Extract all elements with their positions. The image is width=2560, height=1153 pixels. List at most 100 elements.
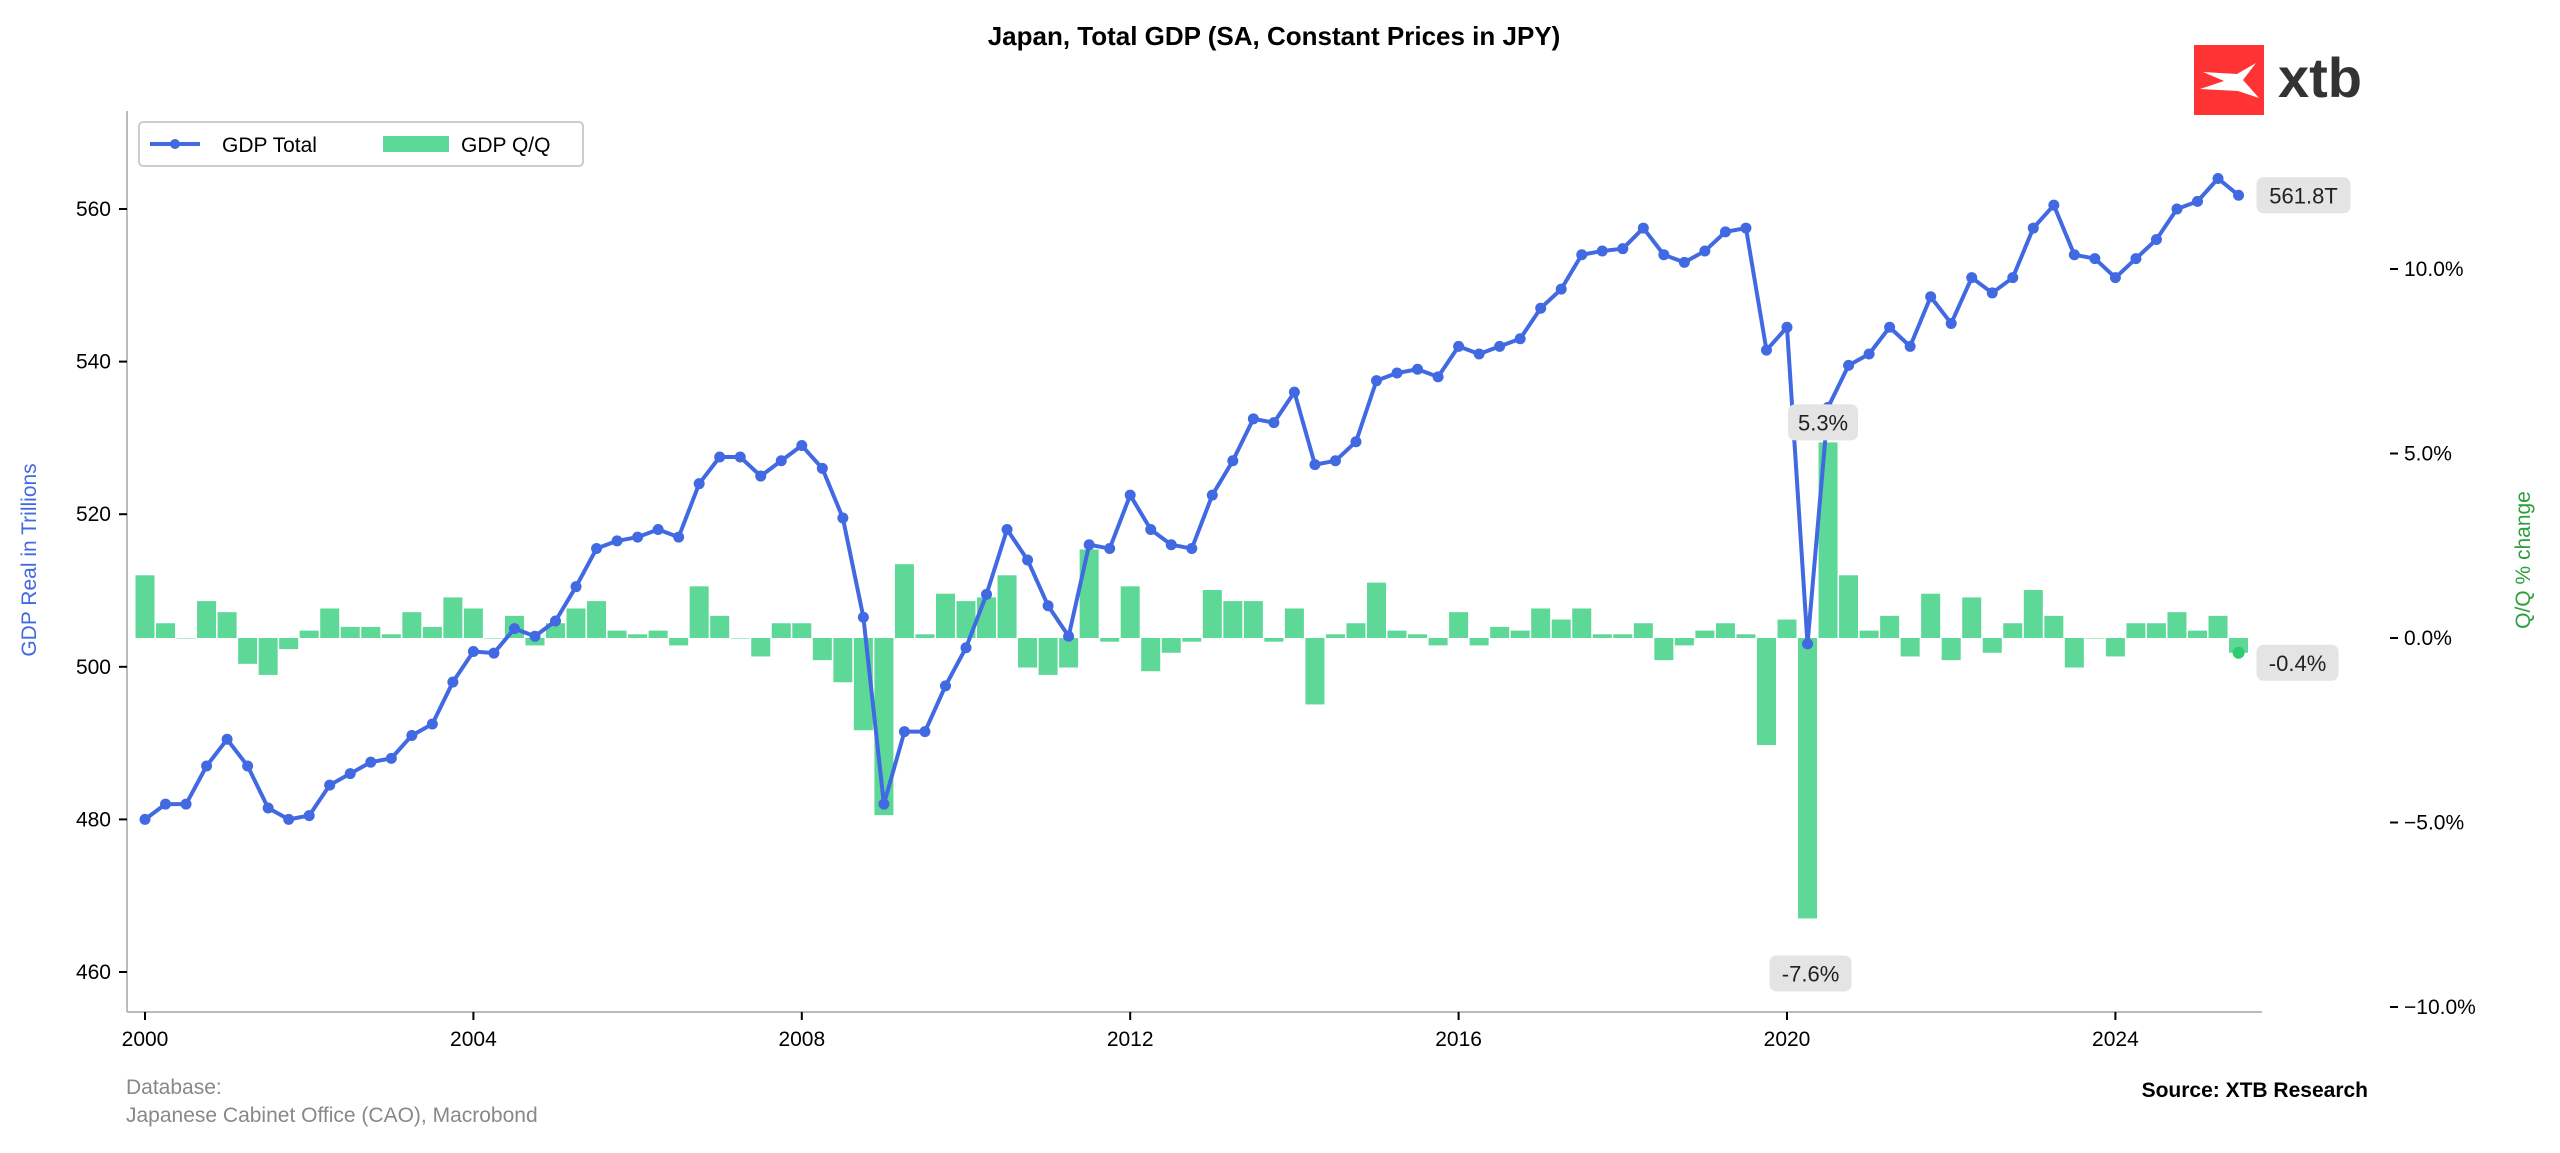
qoq-bar (1100, 638, 1120, 642)
qoq-bar (812, 638, 832, 661)
qoq-bar (238, 638, 258, 664)
qoq-bar (1367, 582, 1386, 638)
gdp-point (1945, 317, 1957, 329)
qoq-bar (1736, 634, 1756, 638)
qoq-bar (402, 612, 422, 638)
gdp-point (1904, 340, 1916, 352)
gdp-point (1329, 455, 1341, 467)
qoq-bar (1428, 638, 1448, 646)
qoq-bar (997, 575, 1017, 638)
gdp-point (2109, 272, 2121, 284)
qoq-bar (217, 612, 237, 638)
gdp-point (837, 512, 849, 524)
gdp-point (1412, 363, 1424, 375)
qoq-bar (1182, 638, 1202, 642)
qoq-bar (1715, 623, 1735, 638)
qoq-bar (1264, 638, 1284, 642)
gdp-point (180, 798, 192, 810)
gdp-point (611, 535, 623, 547)
qoq-bar (1798, 638, 1818, 919)
qoq-bar (935, 593, 955, 638)
qoq-bar (2044, 615, 2064, 638)
left-tick-label: 500 (76, 656, 111, 679)
qoq-bar (2126, 623, 2146, 638)
gdp-point (2068, 249, 2080, 261)
qoq-bar (751, 638, 771, 657)
legend-label-gdp-qoq: GDP Q/Q (461, 134, 550, 157)
qoq-bar (320, 608, 340, 638)
qoq-bar (2023, 590, 2043, 638)
qoq-bar (1223, 601, 1243, 638)
gdp-point (344, 768, 356, 780)
qoq-bar (956, 601, 976, 638)
peak-qoq-label-box (1788, 404, 1859, 441)
gdp-point (1658, 249, 1670, 261)
qoq-bar (1900, 638, 1920, 657)
qoq-bar (1469, 638, 1489, 646)
qoq-bar (628, 634, 648, 638)
qoq-bar (1018, 638, 1038, 668)
gdp-point (1042, 600, 1054, 612)
qoq-bar (1982, 638, 2002, 653)
gdp-point (1371, 375, 1382, 387)
qoq-bar (1859, 630, 1879, 638)
gdp-point (2192, 195, 2203, 207)
qoq-bar (1079, 549, 1099, 638)
qoq-bar (1592, 634, 1612, 638)
gdp-point (734, 451, 746, 463)
gdp-point (1227, 455, 1239, 467)
gdp-point (262, 802, 274, 814)
qoq-bar (1510, 630, 1530, 638)
last-qoq-label: -0.4% (2269, 651, 2326, 676)
qoq-bar (792, 623, 812, 638)
qoq-bar (1243, 601, 1263, 638)
gdp-point (1596, 245, 1608, 257)
gdp-point (2130, 253, 2142, 265)
qoq-bar (2085, 638, 2105, 639)
gdp-point (919, 726, 931, 738)
gdp-point (1206, 489, 1218, 501)
gdp-point (1925, 291, 1937, 303)
qoq-bar (1551, 619, 1571, 638)
gdp-point (796, 440, 808, 452)
qoq-bar (607, 630, 627, 638)
gdp-point (816, 462, 828, 474)
legend-bar-swatch (383, 136, 449, 152)
gdp-point (365, 756, 377, 768)
qoq-bar (1408, 634, 1428, 638)
qoq-bar (381, 634, 401, 638)
qoq-bar (2229, 638, 2249, 653)
qoq-bar (1449, 612, 1469, 638)
gdp-point (1453, 340, 1465, 352)
gdp-point (673, 531, 685, 543)
legend-label-gdp-total: GDP Total (222, 134, 317, 157)
qoq-bar (1572, 608, 1592, 638)
gdp-point (1391, 367, 1403, 379)
qoq-bar (1695, 630, 1715, 638)
x-tick-label: 2000 (122, 1028, 169, 1051)
right-tick-label: 0.0% (2404, 627, 2452, 650)
gdp-point (939, 680, 951, 692)
gdp-point (981, 588, 993, 600)
qoq-last-point (2232, 646, 2245, 659)
gdp-total-line (143, 176, 2240, 822)
source-credit: Source: XTB Research (2142, 1079, 2368, 1102)
axes: 460 480 500 520 540 560 2000 2004 2008 2012 2016 20… (76, 111, 2476, 1051)
logo-text: xtb (2278, 46, 2362, 109)
gdp-point (1432, 371, 1444, 383)
qoq-bar (1839, 575, 1859, 638)
trough-qoq-label-box (1769, 955, 1852, 992)
gdp-point (1268, 417, 1280, 429)
qoq-bar (1633, 623, 1653, 638)
gdp-point (632, 531, 644, 543)
qoq-bar (484, 638, 504, 639)
gdp-point (1678, 256, 1690, 268)
gdp-point (283, 813, 295, 825)
qoq-bar (279, 638, 299, 650)
gdp-point (1760, 344, 1772, 356)
chart-title: Japan, Total GDP (SA, Constant Prices in… (988, 21, 1561, 51)
left-axis-label: GDP Real in Trillions (18, 463, 41, 656)
gdp-point (1288, 386, 1300, 398)
qoq-bar (915, 634, 935, 638)
gdp-point (1350, 436, 1362, 448)
